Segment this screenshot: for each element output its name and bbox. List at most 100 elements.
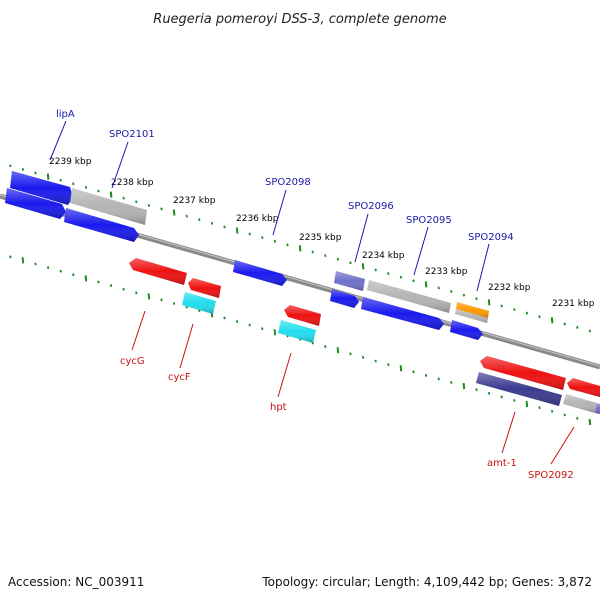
major-tick — [109, 191, 113, 198]
minor-tick — [223, 225, 226, 229]
gene-feature-SPO2092[interactable] — [567, 378, 600, 397]
gene-label-hpt[interactable]: hpt — [270, 402, 287, 413]
minor-tick — [576, 325, 579, 329]
minor-tick — [324, 345, 327, 349]
minor-tick — [412, 279, 415, 283]
leader-line — [277, 352, 292, 398]
minor-tick — [563, 322, 566, 326]
minor-tick — [424, 373, 428, 377]
major-tick — [21, 257, 25, 264]
minor-tick — [261, 236, 264, 240]
gene-label-SPO2094[interactable]: SPO2094 — [468, 232, 514, 243]
minor-tick — [84, 185, 88, 189]
minor-tick — [72, 273, 75, 277]
minor-tick — [185, 214, 188, 218]
minor-tick — [475, 297, 478, 301]
minor-tick — [210, 221, 214, 225]
gene-label-amt-1[interactable]: amt-1 — [487, 458, 517, 469]
major-tick — [525, 401, 529, 408]
minor-tick — [59, 269, 62, 273]
leader-line — [476, 243, 490, 292]
major-tick — [46, 173, 50, 180]
gene-feature-gray-right[interactable] — [563, 394, 597, 413]
major-tick — [399, 365, 403, 372]
minor-tick — [437, 377, 440, 381]
gene-feature-SPO2096[interactable] — [334, 271, 365, 291]
minor-tick — [336, 257, 340, 261]
major-tick — [235, 227, 239, 234]
gene-feature-top-lower-5[interactable] — [450, 320, 483, 340]
minor-tick — [324, 254, 327, 258]
minor-tick — [513, 308, 516, 311]
kbp-labels: 2239 kbp 2238 kbp 2237 kbp 2236 kbp 2235… — [49, 157, 595, 309]
leader-line — [272, 189, 287, 236]
leader-line — [111, 141, 129, 189]
kbp-label-2234: 2234 kbp — [362, 251, 405, 261]
minor-tick — [450, 290, 453, 293]
minor-tick — [122, 196, 125, 200]
gene-label-cycF[interactable]: cycF — [168, 372, 191, 383]
major-tick — [588, 418, 592, 426]
minor-tick — [248, 323, 251, 327]
minor-tick — [563, 413, 566, 417]
gene-label-SPO2101[interactable]: SPO2101 — [109, 129, 155, 140]
kbp-label-2231: 2231 kbp — [552, 299, 595, 309]
minor-tick — [550, 409, 554, 413]
major-tick — [147, 293, 151, 300]
major-tick — [336, 347, 340, 354]
topology-text: Topology: circular; Length: 4,109,442 bp… — [261, 575, 592, 589]
minor-tick — [450, 381, 453, 384]
leader-line — [49, 120, 67, 161]
minor-tick — [462, 293, 466, 297]
minor-tick — [374, 359, 377, 363]
major-tick — [273, 329, 277, 336]
leader-line — [413, 226, 429, 276]
minor-tick — [513, 399, 516, 402]
tick-row-bottom — [9, 255, 592, 426]
minor-tick — [46, 266, 50, 270]
bottom-gene-labels: cycG cycF hpt amt-1 SPO2092 — [120, 310, 575, 481]
minor-tick — [59, 178, 62, 182]
minor-tick — [286, 243, 289, 247]
gene-feature-cycG[interactable] — [129, 258, 187, 285]
minor-tick — [9, 255, 12, 259]
minor-tick — [311, 250, 314, 254]
kbp-label-2233: 2233 kbp — [425, 267, 468, 277]
major-tick — [487, 299, 491, 306]
gene-label-SPO2092[interactable]: SPO2092 — [528, 470, 574, 481]
gene-label-SPO2095[interactable]: SPO2095 — [406, 215, 452, 226]
kbp-label-2235: 2235 kbp — [299, 233, 342, 243]
gene-label-cycG[interactable]: cycG — [120, 356, 145, 367]
leader-line — [501, 411, 516, 454]
minor-tick — [588, 329, 592, 333]
gene-label-lipA[interactable]: lipA — [56, 109, 75, 120]
major-tick — [84, 275, 88, 282]
leader-line — [179, 323, 194, 369]
gene-label-SPO2098[interactable]: SPO2098 — [265, 177, 311, 188]
minor-tick — [412, 370, 415, 374]
gene-label-SPO2096[interactable]: SPO2096 — [348, 201, 394, 212]
minor-tick — [399, 275, 403, 279]
top-gene-labels: lipA SPO2101 SPO2098 SPO2096 SPO2095 SPO… — [49, 109, 514, 292]
major-tick — [462, 383, 466, 390]
minor-tick — [160, 207, 163, 211]
major-tick — [424, 281, 428, 288]
kbp-label-2237: 2237 kbp — [173, 196, 216, 206]
leader-line — [550, 426, 575, 465]
tick-row-top — [9, 164, 592, 333]
minor-tick — [361, 355, 365, 359]
minor-tick — [34, 262, 37, 266]
major-tick — [298, 245, 302, 252]
minor-tick — [109, 284, 113, 288]
minor-tick — [387, 363, 390, 367]
minor-tick — [223, 316, 226, 320]
minor-tick — [135, 200, 138, 204]
minor-tick — [198, 218, 201, 222]
minor-tick — [9, 164, 12, 168]
leader-line — [131, 310, 146, 351]
map-title: Ruegeria pomeroyi DSS-3, complete genome — [153, 12, 446, 27]
minor-tick — [487, 391, 491, 395]
minor-tick — [172, 302, 176, 305]
minor-tick — [387, 272, 390, 276]
